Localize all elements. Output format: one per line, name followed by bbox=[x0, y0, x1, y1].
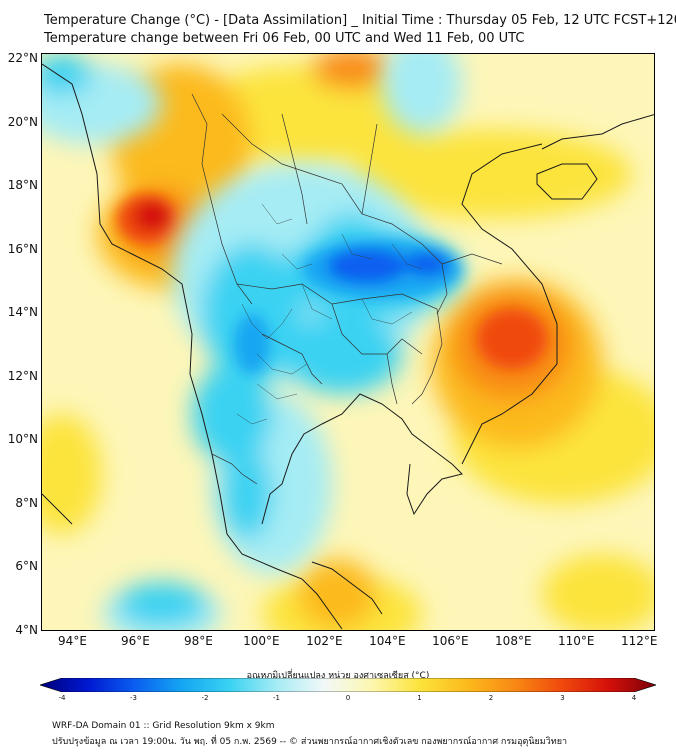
latitude-tick-label: 12°N bbox=[7, 368, 38, 383]
colorbar-tick-label: 2 bbox=[488, 694, 494, 702]
latitude-tick-label: 14°N bbox=[7, 305, 38, 320]
colorbar-tick-label: -3 bbox=[130, 694, 137, 702]
coastlines bbox=[42, 63, 654, 630]
latitude-tick-label: 22°N bbox=[7, 51, 38, 66]
colorbar-tick-label: -1 bbox=[273, 694, 280, 702]
longitude-tick-label: 96°E bbox=[121, 634, 150, 648]
latitude-tick-label: 16°N bbox=[7, 241, 38, 256]
cold-anomaly-core bbox=[234, 239, 462, 374]
longitude-tick-label: 112°E bbox=[621, 634, 658, 648]
latitude-tick-label: 18°N bbox=[7, 178, 38, 193]
colorbar-tick-label: 4 bbox=[631, 694, 637, 702]
longitude-tick-label: 102°E bbox=[306, 634, 343, 648]
chart-title: Temperature Change (°C) - [Data Assimila… bbox=[44, 13, 676, 28]
colorbar-tick-label: 3 bbox=[560, 694, 565, 702]
colorbar-tick-label: 0 bbox=[345, 694, 351, 702]
footer-credit: ปรับปรุงข้อมูล ณ เวลา 19:00น. วัน พฤ. ที… bbox=[52, 737, 568, 747]
longitude-tick-label: 108°E bbox=[495, 634, 532, 648]
province-borders bbox=[236, 203, 423, 425]
latitude-tick-label: 20°N bbox=[7, 114, 38, 129]
longitude-tick-label: 110°E bbox=[558, 634, 595, 648]
colorbar-title: อุณหภูมิเปลี่ยนแปลง หน่วย องศาเซลเซียส (… bbox=[246, 671, 430, 681]
colorbar-tick-label: -2 bbox=[201, 694, 209, 702]
colorbar bbox=[40, 678, 656, 692]
latitude-tick-label: 6°N bbox=[15, 559, 38, 574]
longitude-tick-label: 106°E bbox=[432, 634, 469, 648]
map-panel bbox=[41, 53, 655, 631]
country-borders bbox=[191, 93, 503, 485]
colorbar-tick-label: 1 bbox=[417, 694, 422, 702]
longitude-tick-label: 98°E bbox=[183, 634, 213, 648]
colorbar-tick-label: -4 bbox=[58, 694, 66, 702]
chart-subtitle: Temperature change between Fri 06 Feb, 0… bbox=[44, 31, 525, 46]
latitude-tick-label: 10°N bbox=[7, 432, 38, 447]
hot-anomaly-core bbox=[117, 194, 547, 369]
footer-model-info: WRF-DA Domain 01 :: Grid Resolution 9km … bbox=[52, 721, 275, 731]
longitude-tick-label: 94°E bbox=[58, 634, 87, 648]
latitude-tick-label: 8°N bbox=[15, 495, 38, 510]
latitude-tick-label: 4°N bbox=[15, 623, 38, 637]
longitude-tick-label: 104°E bbox=[369, 634, 406, 648]
temperature-change-map bbox=[42, 54, 654, 630]
longitude-tick-label: 100°E bbox=[243, 634, 280, 648]
